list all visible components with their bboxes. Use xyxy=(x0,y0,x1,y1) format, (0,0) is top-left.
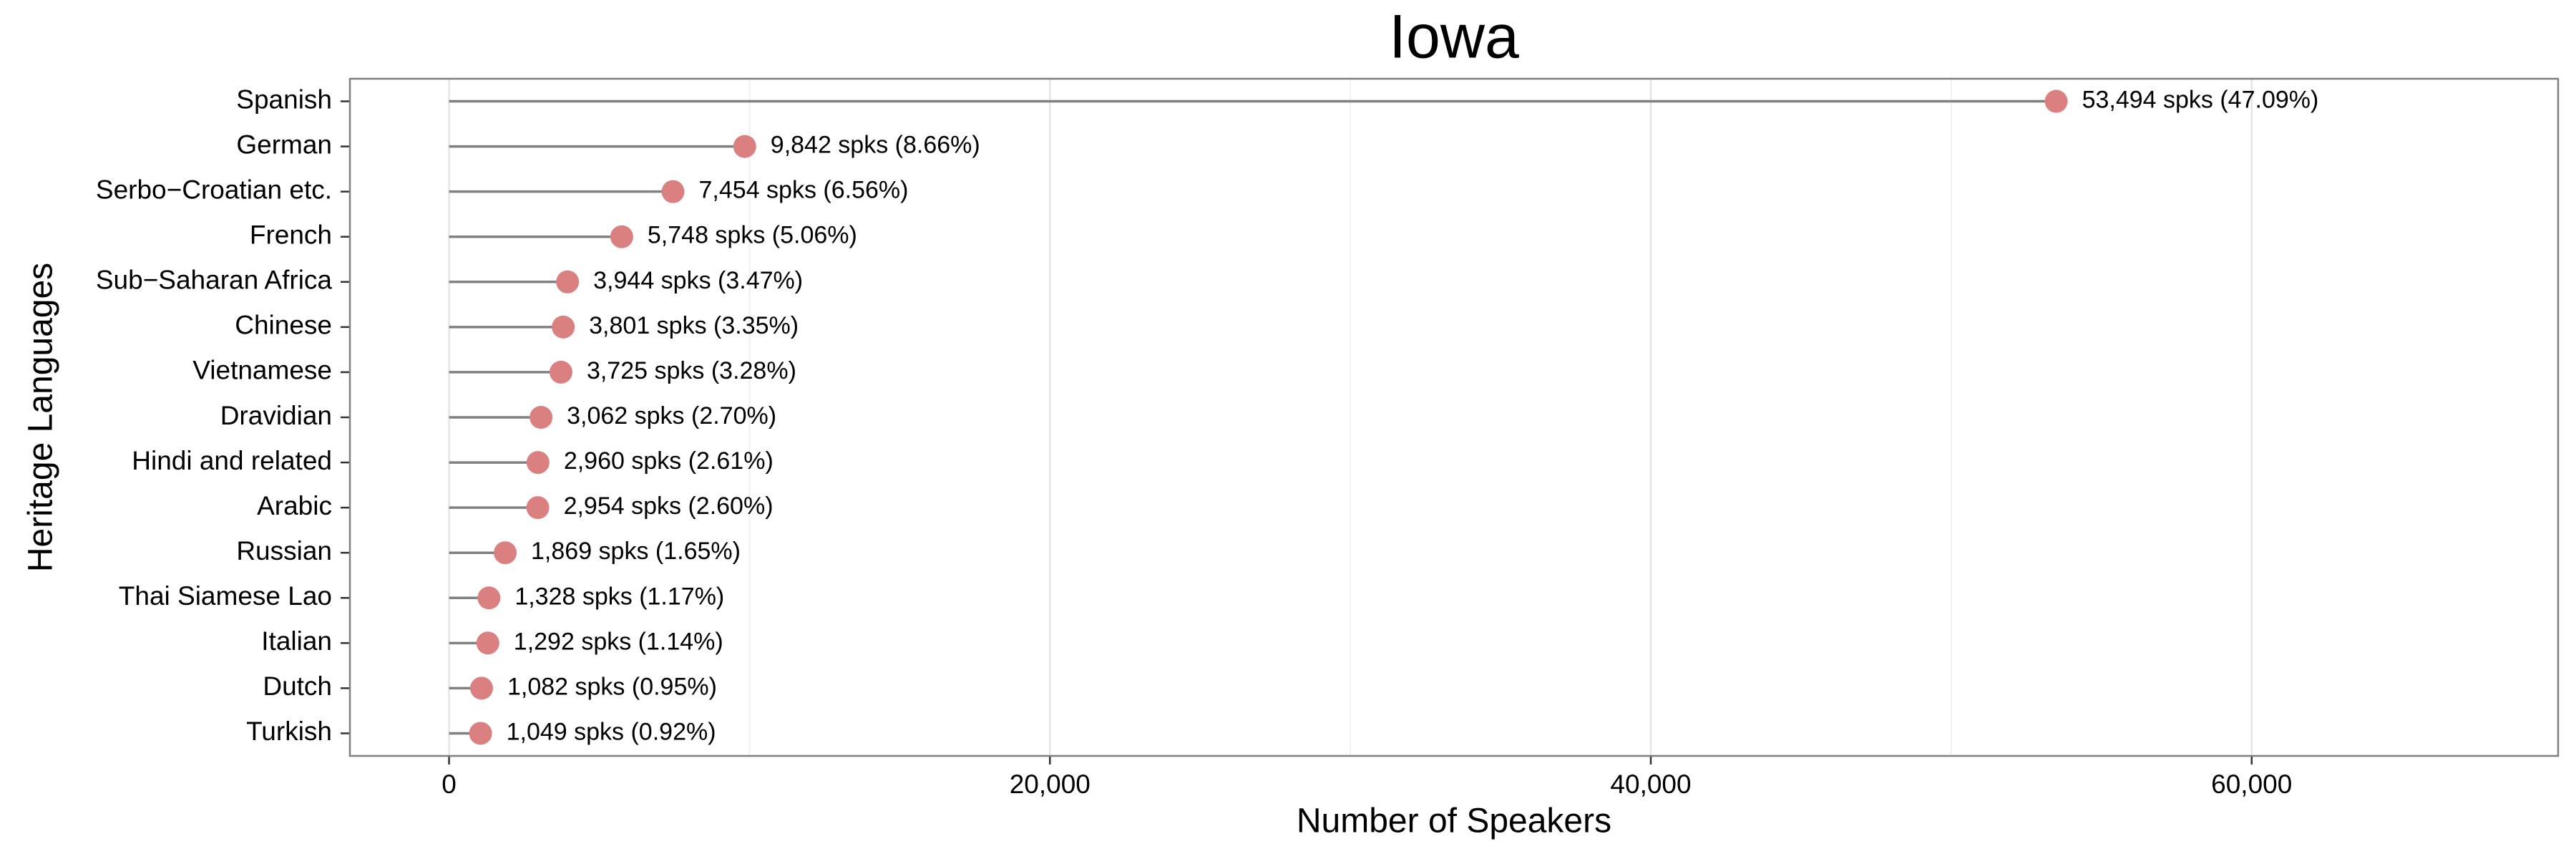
value-label: 1,328 spks (1.17%) xyxy=(514,583,724,610)
dot xyxy=(476,631,499,655)
y-tick-label: Thai Siamese Lao xyxy=(119,581,332,611)
dot xyxy=(477,586,501,610)
y-tick-label: Turkish xyxy=(246,717,332,746)
dot xyxy=(661,180,685,203)
dot xyxy=(610,225,633,248)
y-tick-label: Spanish xyxy=(236,84,332,114)
y-tick-label: Serbo−Croatian etc. xyxy=(96,175,332,204)
value-label: 7,454 spks (6.56%) xyxy=(699,177,909,204)
y-tick-label: Vietnamese xyxy=(192,356,332,385)
y-tick-label: French xyxy=(250,220,332,250)
x-axis-title: Number of Speakers xyxy=(1297,802,1611,840)
y-tick-label: Arabic xyxy=(257,491,332,520)
value-label: 3,062 spks (2.70%) xyxy=(567,402,776,430)
value-label: 53,494 spks (47.09%) xyxy=(2082,87,2319,114)
dot xyxy=(733,135,756,158)
value-label: 1,082 spks (0.95%) xyxy=(507,673,717,700)
value-label: 5,748 spks (5.06%) xyxy=(648,222,857,249)
dot xyxy=(469,676,493,700)
y-tick-label: Dravidian xyxy=(220,401,332,430)
y-tick-label: Hindi and related xyxy=(132,446,332,475)
value-label: 3,801 spks (3.35%) xyxy=(589,312,799,339)
dot xyxy=(526,496,550,520)
y-tick-label: Sub−Saharan Africa xyxy=(96,266,333,295)
chart-title: Iowa xyxy=(1389,3,1519,72)
y-tick-label: Russian xyxy=(236,536,332,566)
dot xyxy=(494,541,517,565)
dot xyxy=(549,360,572,384)
dot xyxy=(2044,89,2068,113)
dot xyxy=(526,451,550,475)
y-axis-title: Heritage Languages xyxy=(22,263,60,572)
value-label: 1,049 spks (0.92%) xyxy=(507,718,716,745)
y-tick-label: Dutch xyxy=(263,671,332,701)
y-tick-label: German xyxy=(236,130,332,159)
panel-border xyxy=(348,77,2560,757)
dot xyxy=(469,722,492,745)
dot xyxy=(552,315,575,339)
value-label: 3,944 spks (3.47%) xyxy=(593,267,803,294)
value-label: 2,960 spks (2.61%) xyxy=(564,447,774,475)
x-tick-label: 60,000 xyxy=(2211,770,2292,799)
dot xyxy=(530,406,553,429)
y-tick-label: Chinese xyxy=(235,311,332,340)
x-tick-label: 20,000 xyxy=(1010,770,1091,799)
value-label: 1,869 spks (1.65%) xyxy=(531,538,741,565)
y-tick-label: Italian xyxy=(261,626,332,656)
dot xyxy=(556,270,580,293)
value-label: 3,725 spks (3.28%) xyxy=(587,357,796,384)
value-label: 2,954 spks (2.60%) xyxy=(564,492,774,520)
value-label: 1,292 spks (1.14%) xyxy=(514,628,723,655)
value-label: 9,842 spks (8.66%) xyxy=(771,132,980,159)
x-tick-label: 0 xyxy=(441,770,457,799)
x-tick-label: 40,000 xyxy=(1610,770,1691,799)
